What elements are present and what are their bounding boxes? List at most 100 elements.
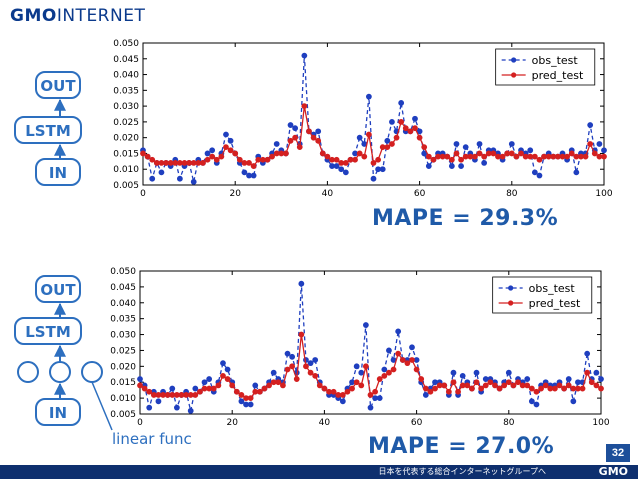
point-pred_test <box>246 160 252 166</box>
point-pred_test <box>266 382 272 389</box>
point-obs_test <box>453 141 460 147</box>
point-pred_test <box>164 392 171 398</box>
point-pred_test <box>421 144 428 151</box>
point-pred_test <box>233 388 240 395</box>
point-pred_test <box>413 366 420 373</box>
y-tick-label: 0.005 <box>110 410 136 420</box>
legend-label-obs_test: obs_test <box>532 54 579 67</box>
point-obs_test <box>250 172 257 179</box>
point-pred_test <box>284 366 291 373</box>
x-tick-label: 0 <box>137 418 143 428</box>
point-pred_test <box>356 150 363 157</box>
point-pred_test <box>399 357 406 363</box>
point-pred_test <box>533 388 540 395</box>
point-obs_test <box>533 401 540 408</box>
point-pred_test <box>398 118 405 125</box>
point-obs_test <box>531 169 538 176</box>
x-tick-label: 100 <box>592 418 609 428</box>
point-pred_test <box>204 156 211 163</box>
point-pred_test <box>588 379 595 386</box>
point-pred_test <box>591 150 598 157</box>
point-pred_test <box>201 385 208 392</box>
point-pred_test <box>376 376 383 382</box>
point-pred_test <box>247 395 254 402</box>
point-obs_test <box>307 360 314 367</box>
point-pred_test <box>192 392 199 398</box>
point-obs_test <box>356 134 363 141</box>
point-pred_test <box>552 385 558 392</box>
point-obs_test <box>601 147 607 154</box>
point-obs_test <box>367 404 374 411</box>
point-obs_test <box>450 369 457 376</box>
point-obs_test <box>386 347 392 354</box>
point-obs_test <box>422 392 429 398</box>
point-pred_test <box>441 382 448 389</box>
legend-marker-obs_test <box>511 57 517 63</box>
point-obs_test <box>573 169 580 176</box>
point-obs_test <box>570 398 577 405</box>
point-obs_test <box>339 398 346 405</box>
point-pred_test <box>542 382 549 389</box>
point-obs_test <box>448 163 455 169</box>
point-pred_test <box>481 153 488 160</box>
point-pred_test <box>280 382 286 389</box>
point-pred_test <box>227 147 234 154</box>
point-pred_test <box>210 385 217 392</box>
y-tick-label: 0.020 <box>110 362 136 372</box>
y-tick-label: 0.045 <box>110 283 136 293</box>
point-pred_test <box>389 141 395 147</box>
point-pred_test <box>556 382 563 389</box>
point-pred_test <box>584 369 591 376</box>
point-pred_test <box>402 125 409 132</box>
point-obs_test <box>292 125 299 132</box>
point-pred_test <box>513 153 520 160</box>
y-tick-label: 0.035 <box>113 86 139 96</box>
point-pred_test <box>232 150 239 157</box>
point-pred_test <box>601 153 607 160</box>
point-obs_test <box>365 93 372 100</box>
point-pred_test <box>469 385 475 392</box>
point-obs_test <box>398 100 405 106</box>
point-pred_test <box>229 382 236 389</box>
company-logo: GMOINTERNET <box>10 6 145 26</box>
y-tick-label: 0.050 <box>110 267 136 277</box>
point-obs_test <box>187 407 194 414</box>
x-tick-label: 60 <box>414 189 426 199</box>
point-pred_test <box>335 392 342 398</box>
point-pred_test <box>490 150 497 157</box>
point-pred_test <box>478 385 485 392</box>
point-pred_test <box>561 385 568 392</box>
point-pred_test <box>409 357 415 363</box>
point-obs_test <box>458 163 464 169</box>
y-tick-label: 0.045 <box>113 55 139 65</box>
legend-label-pred_test: pred_test <box>529 297 581 310</box>
point-obs_test <box>395 328 402 335</box>
point-pred_test <box>568 150 575 157</box>
point-pred_test <box>370 160 377 166</box>
point-pred_test <box>536 156 543 163</box>
point-pred_test <box>140 150 146 157</box>
point-obs_test <box>247 401 254 408</box>
logo-brand: GMO <box>10 6 57 26</box>
point-pred_test <box>321 385 328 392</box>
point-pred_test <box>418 376 425 382</box>
point-obs_test <box>425 163 432 169</box>
point-pred_test <box>353 379 360 386</box>
point-pred_test <box>524 382 531 389</box>
y-tick-label: 0.030 <box>113 102 139 112</box>
point-pred_test <box>289 363 296 370</box>
point-pred_test <box>476 150 483 157</box>
point-pred_test <box>492 382 498 389</box>
point-obs_test <box>201 379 208 386</box>
y-tick-label: 0.005 <box>113 181 139 191</box>
point-pred_test <box>448 156 455 163</box>
point-obs_test <box>146 404 153 411</box>
point-obs_test <box>584 350 591 357</box>
point-pred_test <box>593 382 600 389</box>
point-pred_test <box>510 382 517 389</box>
x-tick-label: 40 <box>322 189 334 199</box>
point-pred_test <box>416 134 423 141</box>
point-pred_test <box>425 153 432 160</box>
